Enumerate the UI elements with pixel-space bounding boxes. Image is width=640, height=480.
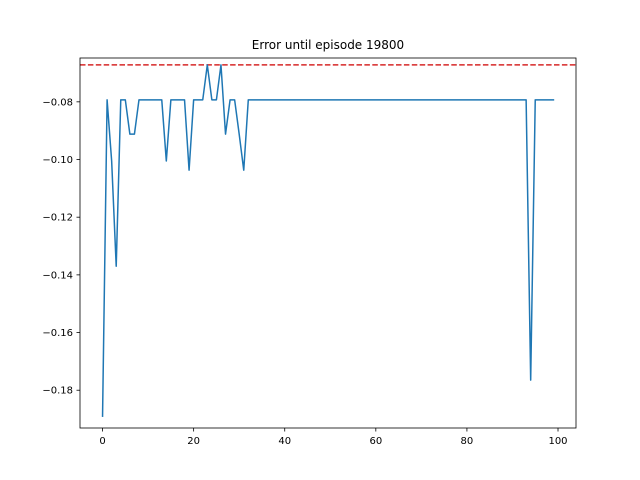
- series-line-0: [101, 64, 555, 417]
- y-tick-label: −0.12: [42, 213, 73, 224]
- x-tick-label: 60: [369, 436, 382, 447]
- x-tick-label: 100: [548, 436, 567, 447]
- x-tick-label: 80: [461, 436, 474, 447]
- axes: 0 20 40 60 80 100 −0.18 −0.16 −0.14 −0.12 −0.10 −0.…: [42, 57, 577, 447]
- y-tick-label: −0.08: [42, 97, 73, 108]
- y-tick-label: −0.10: [42, 155, 73, 166]
- y-tick-label: −0.16: [42, 328, 73, 339]
- y-tick-label: −0.14: [42, 270, 73, 281]
- y-tick-label: −0.18: [42, 386, 73, 397]
- x-tick-label: 20: [187, 436, 200, 447]
- x-tick-label: 40: [278, 436, 291, 447]
- x-tick-label: 0: [99, 436, 105, 447]
- axes-frame: [79, 57, 577, 429]
- plot-area: [80, 64, 576, 417]
- chart-title: Error until episode 19800: [252, 38, 404, 52]
